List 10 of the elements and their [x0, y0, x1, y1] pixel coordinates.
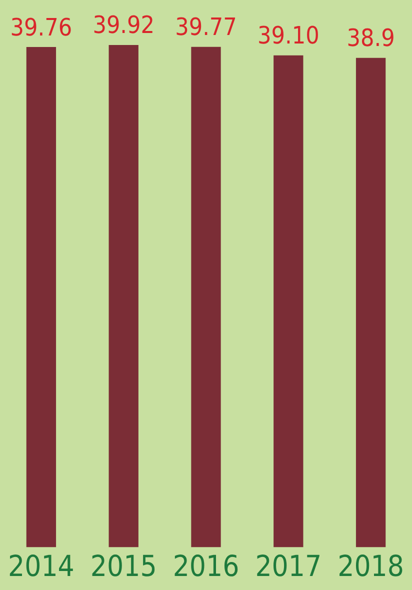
x-tick-label: 2017: [255, 549, 322, 584]
data-label: 39.76: [10, 13, 72, 42]
x-tick-label: 2018: [338, 549, 404, 584]
data-label: 38.9: [346, 24, 395, 52]
x-tick-label: 2015: [90, 549, 157, 584]
data-label: 39.92: [92, 11, 154, 40]
data-label: 39.10: [258, 22, 320, 50]
x-tick-label: 2014: [8, 549, 74, 584]
data-label: 39.77: [175, 13, 237, 42]
x-tick-label: 2016: [172, 549, 240, 584]
